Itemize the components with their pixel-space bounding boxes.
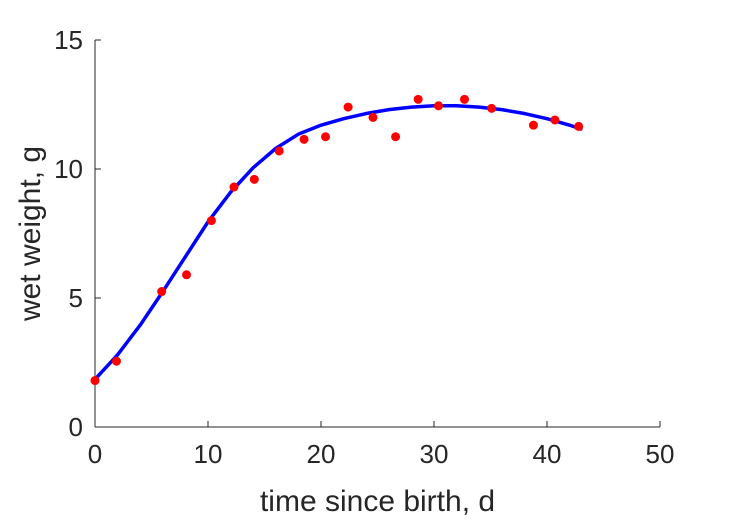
data-point (528, 120, 538, 130)
x-tick-label: 20 (307, 439, 336, 469)
x-tick-label: 50 (646, 439, 675, 469)
data-point (182, 270, 192, 280)
data-point (487, 103, 497, 113)
data-point (434, 101, 444, 111)
data-point (157, 287, 167, 297)
data-point (391, 132, 401, 142)
data-point (413, 94, 423, 104)
data-point (206, 216, 216, 226)
data-point (343, 102, 353, 112)
y-tick-label: 15 (54, 25, 83, 55)
x-axis-title: time since birth, d (260, 485, 495, 518)
x-tick-label: 10 (194, 439, 223, 469)
data-point (229, 182, 239, 192)
axes (94, 40, 660, 428)
y-axis-title: wet weight, g (14, 146, 47, 322)
data-point (574, 121, 584, 131)
data-point (274, 146, 284, 156)
y-tick-label: 10 (54, 154, 83, 184)
data-point (321, 132, 331, 142)
x-tick-label: 40 (533, 439, 562, 469)
data-point (368, 112, 378, 122)
data-point (111, 356, 121, 366)
data-point (460, 94, 470, 104)
plot-area (90, 94, 584, 386)
y-tick-label: 5 (69, 283, 83, 313)
data-point (550, 115, 560, 125)
x-tick-label: 0 (88, 439, 102, 469)
x-tick-label: 30 (420, 439, 449, 469)
fit-curve (93, 104, 583, 382)
y-tick-label: 0 (69, 412, 83, 442)
data-point (249, 174, 259, 184)
data-point (299, 134, 309, 144)
ticks: 0 10 20 30 40 50 0 5 10 15 (54, 25, 674, 469)
data-point (90, 376, 100, 386)
